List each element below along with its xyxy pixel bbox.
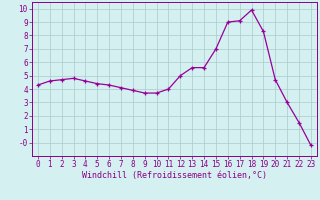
X-axis label: Windchill (Refroidissement éolien,°C): Windchill (Refroidissement éolien,°C) [82, 171, 267, 180]
